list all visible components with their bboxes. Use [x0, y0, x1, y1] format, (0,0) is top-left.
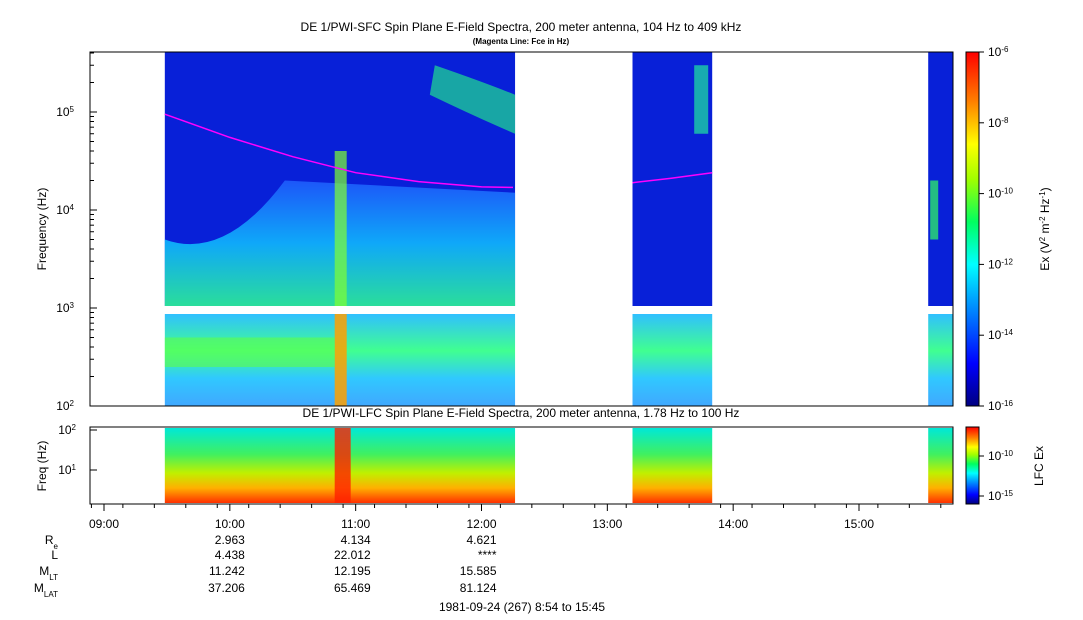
lfc-title: DE 1/PWI-LFC Spin Plane E-Field Spectra,…	[303, 406, 740, 420]
ephemeris-value: 37.206	[208, 581, 245, 595]
sfc-colorbar-tick: 10-10	[988, 186, 1013, 201]
fce-line-segment-1	[164, 113, 514, 189]
sfc-burst-low	[334, 314, 347, 406]
sfc-colorbar-tick: 10-12	[988, 257, 1013, 272]
sfc-emission-3	[930, 180, 939, 240]
ephemeris-value: 4.438	[215, 548, 245, 562]
time-tick-label: 09:00	[89, 517, 119, 531]
ephemeris-row-label: MLAT	[34, 581, 58, 599]
sfc-y-tick-label: 103	[56, 301, 74, 316]
sfc-colorbar-tick: 10-16	[988, 399, 1013, 414]
ephemeris-value: 4.134	[341, 533, 371, 547]
sfc-low-band-emission	[164, 337, 335, 368]
sfc-emission-2	[694, 65, 709, 134]
time-tick-label: 15:00	[844, 517, 874, 531]
sfc-y-tick-label: 102	[56, 399, 74, 414]
spectrogram-title: DE 1/PWI-SFC Spin Plane E-Field Spectra,…	[301, 20, 742, 34]
ephemeris-value: 12.195	[334, 564, 371, 578]
ephemeris-value: ****	[478, 548, 497, 562]
ephemeris-value: 15.585	[460, 564, 497, 578]
sfc-colorbar-tick: 10-6	[988, 45, 1009, 60]
sfc-colorbar-label: Ex (V2 m-2 Hz-1)	[1038, 187, 1053, 270]
ephemeris-row-label: L	[51, 548, 58, 562]
sfc-y-tick-label: 105	[56, 105, 74, 120]
sfc-y-tick-label: 104	[56, 203, 74, 218]
sfc-colorbar: 10-6 10-8 10-10 10-12 10-14 10-16	[965, 45, 1013, 414]
lfc-colorbar-tick: 10-10	[988, 449, 1013, 464]
lfc-data-block	[632, 428, 713, 503]
sfc-data-block-low	[928, 314, 954, 406]
lfc-data-block	[928, 428, 954, 503]
fce-line-segment-2	[632, 171, 713, 184]
sfc-colorbar-tick: 10-14	[988, 328, 1013, 343]
ephemeris-value: 65.469	[334, 581, 371, 595]
ephemeris-table: ReLMLTMLAT2.9634.43811.24237.2064.13422.…	[34, 533, 497, 599]
time-axis: 09:00 10:00 11:00 12:00 13:00 14:00 15:00	[89, 504, 942, 531]
sfc-data-block-high	[928, 52, 954, 306]
ephemeris-value: 81.124	[460, 581, 497, 595]
lfc-y-tick-label: 102	[58, 423, 76, 438]
ephemeris-row-label: MLT	[39, 564, 58, 582]
footer-date-range: 1981-09-24 (267) 8:54 to 15:45	[439, 600, 605, 614]
lfc-y-tick-label: 101	[58, 463, 76, 478]
sfc-y-axis-label: Frequency (Hz)	[35, 188, 49, 271]
time-tick-label: 10:00	[215, 517, 245, 531]
ephemeris-value: 4.621	[466, 533, 496, 547]
time-tick-label: 11:00	[341, 517, 370, 531]
sfc-burst	[334, 150, 347, 306]
time-tick-label: 14:00	[718, 517, 748, 531]
ephemeris-value: 11.242	[209, 564, 245, 578]
time-tick-label: 12:00	[466, 517, 496, 531]
ephemeris-value: 2.963	[215, 533, 245, 547]
sfc-data-block-low	[632, 314, 713, 406]
spectrogram-subtitle: (Magenta Line: Fce in Hz)	[473, 37, 570, 46]
sfc-colorbar-tick: 10-8	[988, 115, 1009, 130]
lfc-colorbar-tick: 10-15	[988, 489, 1013, 504]
lfc-colorbar: 10-10 10-15	[965, 426, 1013, 505]
lfc-colorbar-label: LFC Ex	[1032, 446, 1046, 486]
sfc-high-frequency-emission	[429, 65, 516, 134]
ephemeris-value: 22.012	[334, 548, 371, 562]
time-tick-label: 13:00	[592, 517, 622, 531]
lfc-burst	[334, 428, 351, 503]
lfc-spectrogram-panel	[89, 426, 954, 505]
lfc-y-axis-label: Freq (Hz)	[35, 441, 49, 492]
sfc-spectrogram-panel	[89, 51, 954, 407]
